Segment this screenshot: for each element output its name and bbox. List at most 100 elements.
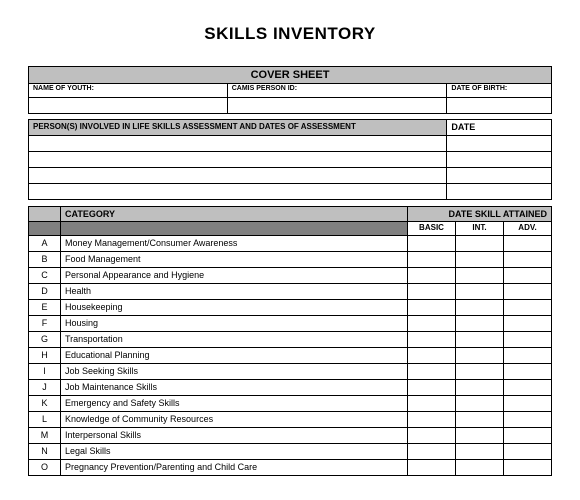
persons-label: PERSON(S) INVOLVED IN LIFE SKILLS ASSESS… (29, 120, 447, 136)
basic-header: BASIC (408, 222, 456, 236)
category-letter: D (29, 284, 61, 300)
int-cell[interactable] (456, 284, 504, 300)
adv-cell[interactable] (504, 428, 552, 444)
basic-cell[interactable] (408, 236, 456, 252)
date-attained-header: DATE SKILL ATTAINED (408, 207, 552, 222)
category-letter: F (29, 316, 61, 332)
adv-cell[interactable] (504, 348, 552, 364)
basic-cell[interactable] (408, 284, 456, 300)
basic-cell[interactable] (408, 348, 456, 364)
basic-cell[interactable] (408, 428, 456, 444)
adv-header: ADV. (504, 222, 552, 236)
dob-value[interactable] (447, 98, 552, 114)
int-cell[interactable] (456, 428, 504, 444)
int-cell[interactable] (456, 348, 504, 364)
category-row: NLegal Skills (29, 444, 552, 460)
int-cell[interactable] (456, 364, 504, 380)
cover-sheet-table: COVER SHEET NAME OF YOUTH: CAMIS PERSON … (28, 66, 552, 200)
basic-cell[interactable] (408, 380, 456, 396)
category-name: Food Management (61, 252, 408, 268)
persons-cell[interactable] (29, 136, 447, 152)
persons-row (29, 152, 552, 168)
adv-cell[interactable] (504, 396, 552, 412)
adv-cell[interactable] (504, 364, 552, 380)
category-letter: N (29, 444, 61, 460)
category-row: HEducational Planning (29, 348, 552, 364)
persons-row (29, 184, 552, 200)
category-header-row: CATEGORY DATE SKILL ATTAINED (29, 207, 552, 222)
int-cell[interactable] (456, 412, 504, 428)
int-cell[interactable] (456, 236, 504, 252)
persons-cell[interactable] (29, 152, 447, 168)
basic-cell[interactable] (408, 300, 456, 316)
category-letter: I (29, 364, 61, 380)
persons-cell[interactable] (29, 168, 447, 184)
category-letter: G (29, 332, 61, 348)
camis-value[interactable] (227, 98, 447, 114)
date-cell[interactable] (447, 152, 552, 168)
int-header: INT. (456, 222, 504, 236)
sub-blank-2 (61, 222, 408, 236)
category-name: Legal Skills (61, 444, 408, 460)
adv-cell[interactable] (504, 332, 552, 348)
basic-cell[interactable] (408, 460, 456, 476)
int-cell[interactable] (456, 316, 504, 332)
adv-cell[interactable] (504, 268, 552, 284)
category-row: EHousekeeping (29, 300, 552, 316)
category-letter: L (29, 412, 61, 428)
category-letter: H (29, 348, 61, 364)
basic-cell[interactable] (408, 268, 456, 284)
category-letter: B (29, 252, 61, 268)
category-letter: K (29, 396, 61, 412)
category-row: KEmergency and Safety Skills (29, 396, 552, 412)
category-subheader-row: BASIC INT. ADV. (29, 222, 552, 236)
persons-cell[interactable] (29, 184, 447, 200)
int-cell[interactable] (456, 300, 504, 316)
category-letter: O (29, 460, 61, 476)
category-row: IJob Seeking Skills (29, 364, 552, 380)
basic-cell[interactable] (408, 316, 456, 332)
category-name: Personal Appearance and Hygiene (61, 268, 408, 284)
int-cell[interactable] (456, 252, 504, 268)
category-header-blank (29, 207, 61, 222)
date-cell[interactable] (447, 136, 552, 152)
int-cell[interactable] (456, 268, 504, 284)
int-cell[interactable] (456, 444, 504, 460)
category-name: Housekeeping (61, 300, 408, 316)
adv-cell[interactable] (504, 380, 552, 396)
category-row: AMoney Management/Consumer Awareness (29, 236, 552, 252)
adv-cell[interactable] (504, 300, 552, 316)
int-cell[interactable] (456, 332, 504, 348)
int-cell[interactable] (456, 396, 504, 412)
basic-cell[interactable] (408, 252, 456, 268)
category-row: JJob Maintenance Skills (29, 380, 552, 396)
category-name: Emergency and Safety Skills (61, 396, 408, 412)
basic-cell[interactable] (408, 396, 456, 412)
adv-cell[interactable] (504, 444, 552, 460)
category-name: Interpersonal Skills (61, 428, 408, 444)
int-cell[interactable] (456, 460, 504, 476)
adv-cell[interactable] (504, 412, 552, 428)
category-header: CATEGORY (61, 207, 408, 222)
category-row: OPregnancy Prevention/Parenting and Chil… (29, 460, 552, 476)
adv-cell[interactable] (504, 316, 552, 332)
date-cell[interactable] (447, 184, 552, 200)
basic-cell[interactable] (408, 412, 456, 428)
basic-cell[interactable] (408, 444, 456, 460)
adv-cell[interactable] (504, 236, 552, 252)
adv-cell[interactable] (504, 460, 552, 476)
date-cell[interactable] (447, 168, 552, 184)
name-value[interactable] (29, 98, 228, 114)
category-letter: E (29, 300, 61, 316)
adv-cell[interactable] (504, 252, 552, 268)
dob-label: DATE OF BIRTH: (447, 84, 552, 98)
category-name: Housing (61, 316, 408, 332)
basic-cell[interactable] (408, 332, 456, 348)
basic-cell[interactable] (408, 364, 456, 380)
category-letter: M (29, 428, 61, 444)
adv-cell[interactable] (504, 284, 552, 300)
category-name: Pregnancy Prevention/Parenting and Child… (61, 460, 408, 476)
category-name: Knowledge of Community Resources (61, 412, 408, 428)
category-row: BFood Management (29, 252, 552, 268)
int-cell[interactable] (456, 380, 504, 396)
